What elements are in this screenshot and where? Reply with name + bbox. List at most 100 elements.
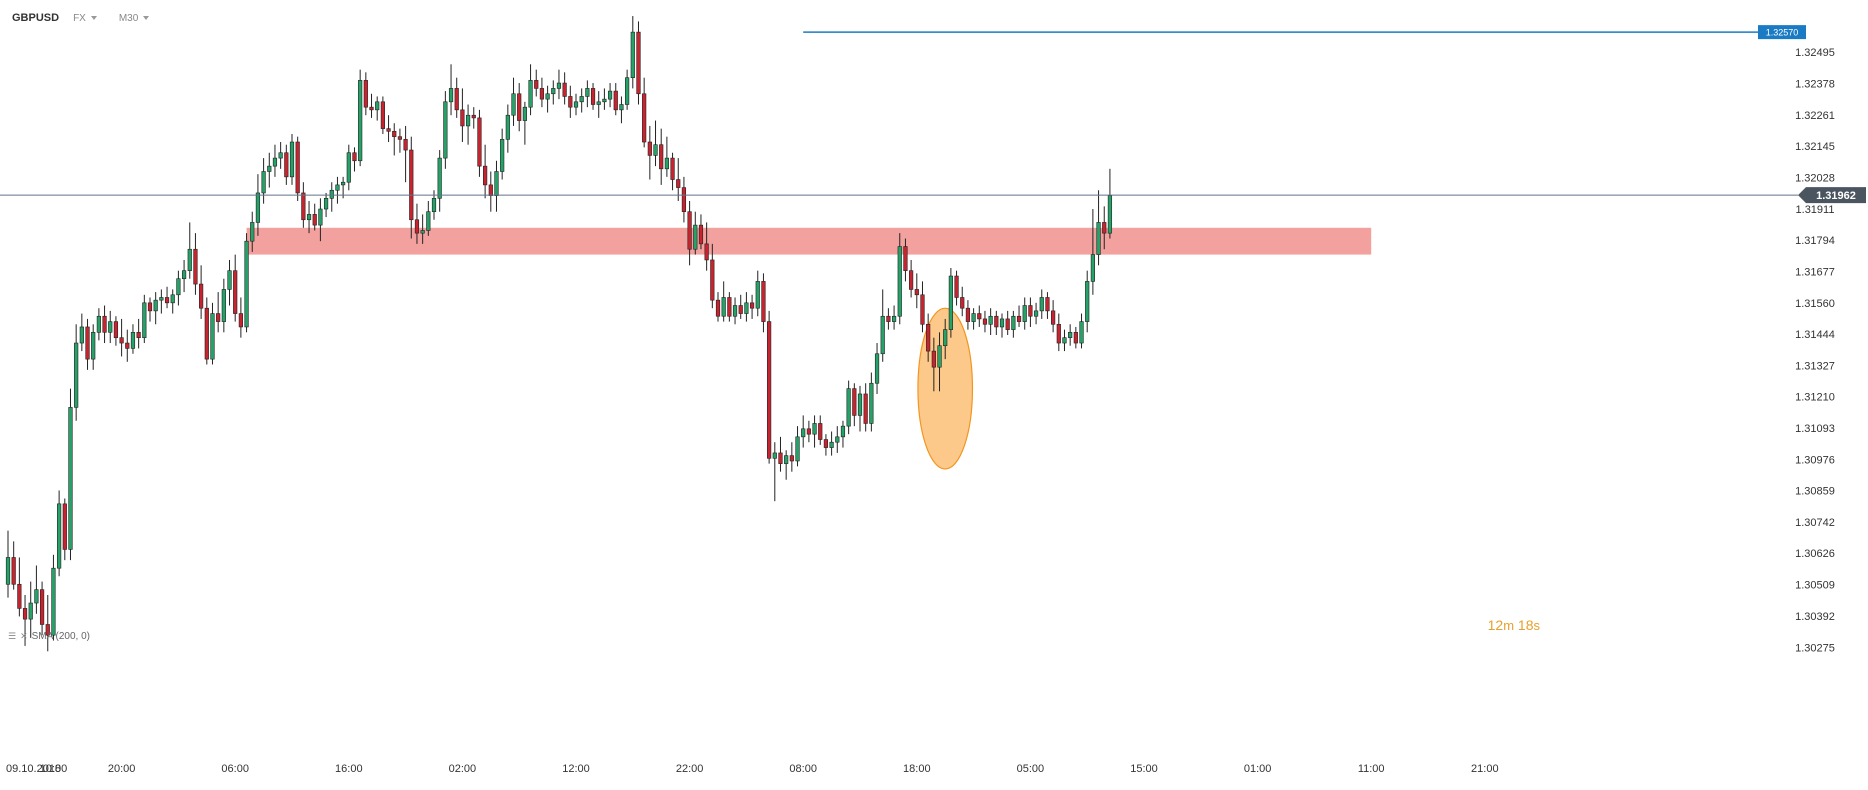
x-tick-label: 18:00 (903, 763, 931, 775)
bear-candle-body (1102, 222, 1107, 234)
bull-candle-body (34, 589, 39, 604)
candle (244, 233, 249, 333)
x-tick-label: 02:00 (449, 763, 477, 775)
bear-candle-body (352, 152, 357, 162)
candle (204, 297, 209, 365)
candle (22, 594, 28, 646)
highlight-ellipse[interactable] (917, 307, 974, 470)
candle (551, 80, 556, 105)
bull-candle-body (1022, 305, 1027, 322)
candle (891, 305, 897, 330)
bull-candle-body (602, 98, 607, 103)
candle (1039, 289, 1044, 319)
bull-candle-body (142, 302, 147, 338)
candle (62, 498, 67, 561)
bull-candle-body (619, 104, 624, 111)
candle (948, 267, 953, 338)
candle (170, 289, 175, 314)
bull-candle-body (500, 139, 505, 172)
bull-candle-body (528, 80, 533, 108)
y-tick-label: 1.32145 (1795, 141, 1835, 153)
candle (465, 104, 471, 145)
candle (869, 372, 874, 432)
candle (971, 308, 976, 330)
candle (437, 150, 442, 212)
candle (1051, 300, 1056, 333)
bear-candle-body (471, 114, 476, 119)
bear-candle-body (11, 557, 16, 585)
bull-candle-body (96, 315, 101, 333)
bull-candle-body (448, 88, 454, 103)
bull-candle-body (505, 114, 510, 140)
candle (534, 69, 539, 97)
list-icon[interactable]: ☰ (8, 631, 17, 641)
bull-candle-body (443, 101, 448, 159)
candle (363, 72, 368, 116)
bear-candle-body (710, 259, 715, 301)
bull-candle-body (596, 101, 601, 105)
candle (931, 337, 936, 392)
interval-selector[interactable]: M30 (119, 13, 150, 24)
candle (732, 297, 738, 325)
candle (784, 450, 789, 480)
market-label: FX (73, 12, 86, 24)
candle (767, 310, 772, 464)
candle (755, 270, 760, 317)
candle (778, 436, 783, 472)
bull-candle-body (607, 90, 613, 100)
bear-candle-body (199, 283, 204, 309)
support-zone[interactable] (246, 227, 1372, 255)
candle (676, 158, 681, 201)
candle (852, 383, 857, 427)
bull-candle-body (1090, 254, 1095, 282)
candle (454, 77, 459, 118)
candle (954, 270, 959, 306)
candle (607, 83, 613, 108)
bull-candle-body (289, 141, 295, 178)
candle (874, 343, 880, 394)
candle (272, 144, 278, 177)
indicator-label: SMA (200, 0) (31, 631, 90, 642)
bear-candle-body (789, 455, 794, 462)
bull-candle-body (829, 441, 834, 448)
bear-candle-body (698, 224, 704, 245)
indicator-legend[interactable]: ☰ ✕ SMA (200, 0) (8, 631, 90, 642)
market-selector[interactable]: FX (73, 13, 97, 24)
close-icon[interactable]: ✕ (20, 631, 28, 641)
bull-candle-body (545, 93, 550, 100)
candle-countdown: 12m 18s (1488, 617, 1540, 633)
candle (625, 69, 630, 110)
candle (477, 109, 482, 177)
bull-candle-body (801, 428, 806, 438)
candle (1016, 305, 1022, 327)
bull-candle-body (795, 436, 800, 462)
bull-candle-body (181, 270, 187, 280)
bull-candle-body (420, 230, 425, 234)
candle (1079, 313, 1084, 349)
bull-candle-body (329, 189, 334, 199)
candle (960, 286, 965, 317)
bear-candle-body (681, 187, 687, 213)
bull-candle-body (1033, 310, 1039, 317)
y-tick-label: 1.30859 (1795, 486, 1835, 498)
bull-candle-body (68, 407, 73, 550)
bear-candle-body (397, 136, 403, 140)
candle (999, 313, 1005, 338)
candle (642, 77, 647, 148)
bull-candle-body (426, 211, 431, 231)
bull-candle-body (897, 246, 902, 317)
bear-candle-body (715, 299, 721, 317)
candle (977, 305, 982, 327)
candle (91, 324, 96, 370)
candle (102, 305, 107, 344)
bull-candle-body (221, 289, 226, 322)
candle (448, 64, 454, 116)
bull-candle-body (108, 321, 113, 333)
candle (806, 420, 811, 443)
bear-candle-body (960, 297, 965, 309)
bull-candle-body (579, 96, 584, 103)
candle (909, 259, 914, 298)
candle (965, 300, 971, 330)
candle (823, 434, 829, 456)
